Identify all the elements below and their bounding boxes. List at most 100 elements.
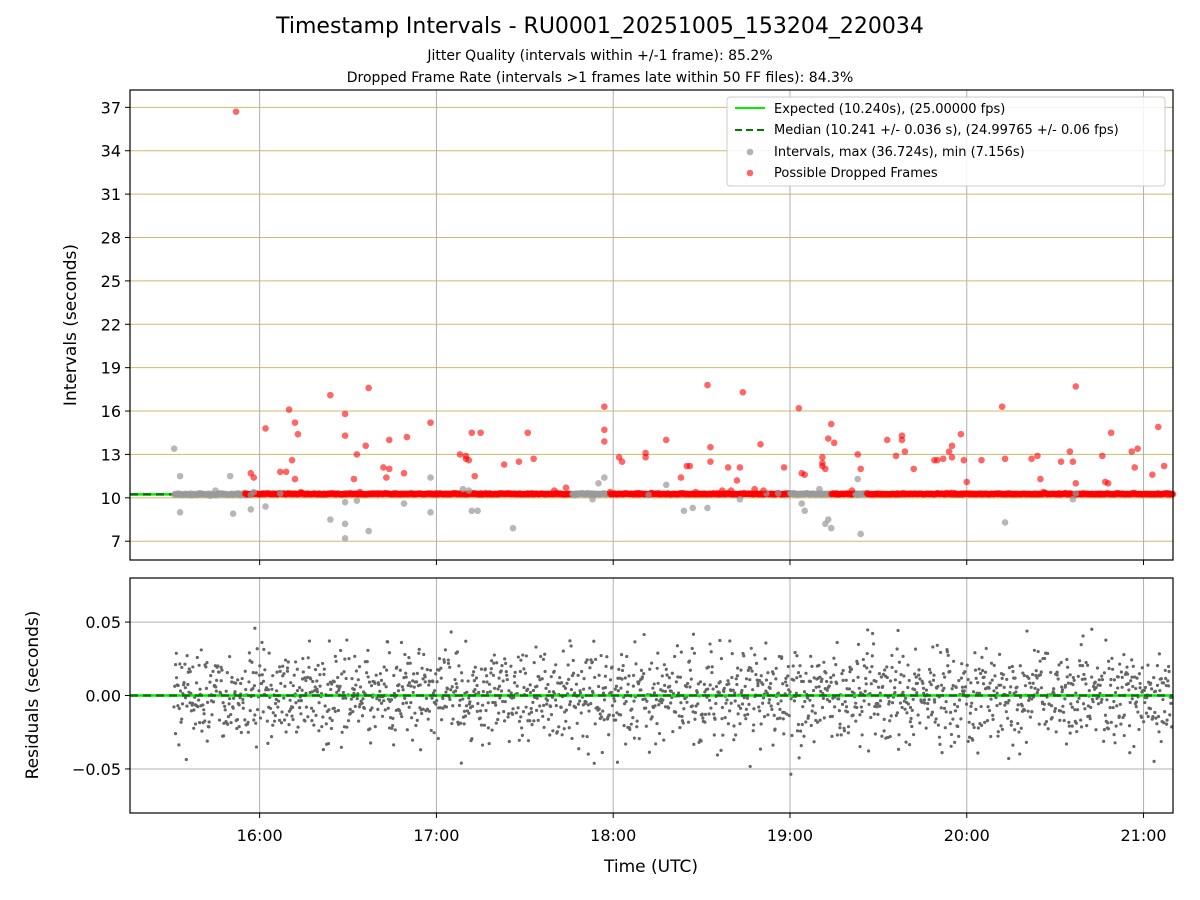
residual-point xyxy=(812,676,816,680)
interval-point xyxy=(176,508,184,516)
residual-point xyxy=(345,638,349,642)
dropped-frame-point xyxy=(848,487,856,494)
residual-point xyxy=(767,698,772,702)
residual-point xyxy=(1027,676,1031,680)
residual-point xyxy=(1112,678,1117,682)
residual-point xyxy=(1046,651,1050,656)
residual-point xyxy=(1057,663,1061,667)
residual-point xyxy=(565,681,569,685)
residual-point xyxy=(558,675,562,680)
residual-point xyxy=(1072,678,1076,683)
residual-point xyxy=(781,682,785,686)
residual-point xyxy=(528,683,532,687)
residual-point xyxy=(1070,724,1074,728)
residual-point xyxy=(549,704,553,709)
residual-point xyxy=(751,688,755,692)
residual-point xyxy=(949,744,953,748)
residual-point xyxy=(301,656,305,661)
residual-point xyxy=(597,684,601,689)
residual-point xyxy=(429,728,433,733)
residual-point xyxy=(372,715,376,719)
residual-point xyxy=(663,683,667,687)
residual-point xyxy=(626,682,630,686)
residual-point xyxy=(952,702,957,706)
residual-point xyxy=(597,707,601,711)
residual-point xyxy=(513,681,517,685)
residual-point xyxy=(1039,670,1043,674)
residual-point xyxy=(490,659,494,663)
residual-point xyxy=(283,684,287,688)
residual-point xyxy=(982,675,986,679)
residual-point xyxy=(1131,684,1135,689)
residual-point xyxy=(473,688,477,692)
residual-point xyxy=(744,717,748,721)
residual-point xyxy=(619,686,623,690)
residual-point xyxy=(1071,683,1075,687)
dropped-frame-point xyxy=(819,454,826,461)
dropped-frame-point xyxy=(1107,429,1115,437)
residual-point xyxy=(737,704,741,708)
residual-point xyxy=(234,681,238,685)
residual-point xyxy=(1065,675,1069,679)
residual-point xyxy=(999,683,1003,687)
residual-point xyxy=(1157,730,1161,734)
residual-point xyxy=(1011,669,1015,674)
residual-point xyxy=(580,669,584,674)
residual-point xyxy=(813,711,817,715)
residual-point xyxy=(885,675,889,680)
residual-point xyxy=(459,721,463,725)
residual-point xyxy=(818,718,822,722)
residual-point xyxy=(900,705,904,710)
residual-point xyxy=(1005,677,1009,682)
residual-point xyxy=(295,689,300,693)
residual-point xyxy=(345,725,349,729)
dropped-frame-point xyxy=(1057,458,1065,465)
residual-point xyxy=(855,662,860,666)
residual-point xyxy=(873,704,877,709)
residual-point xyxy=(521,710,526,714)
residual-point xyxy=(990,678,994,682)
residual-point xyxy=(1114,724,1118,728)
residual-point xyxy=(449,630,453,634)
residual-point xyxy=(875,705,879,709)
residual-point xyxy=(887,699,891,704)
residual-point xyxy=(992,689,996,693)
top-y-tick-label: 13 xyxy=(101,445,121,464)
residual-point xyxy=(1111,667,1115,671)
residual-point xyxy=(815,720,820,724)
dropped-frame-point xyxy=(383,474,390,481)
residual-point xyxy=(217,718,222,722)
residual-point xyxy=(897,733,901,737)
residual-point xyxy=(1097,678,1101,682)
residual-point xyxy=(519,715,523,719)
residual-point xyxy=(322,667,326,671)
residual-point xyxy=(889,714,893,718)
residual-point xyxy=(185,654,189,658)
residual-point xyxy=(410,716,414,720)
residual-point xyxy=(621,664,625,668)
residual-point xyxy=(260,673,264,677)
residual-point xyxy=(1028,681,1032,685)
residual-point xyxy=(365,660,369,664)
residual-point xyxy=(1125,672,1130,676)
residual-point xyxy=(881,684,885,689)
residual-point xyxy=(390,726,394,730)
residual-point xyxy=(915,691,919,695)
residual-point xyxy=(426,717,430,721)
residual-point xyxy=(918,721,922,725)
residual-point xyxy=(507,689,511,693)
residual-point xyxy=(276,699,281,703)
residual-point xyxy=(778,716,782,720)
residual-point xyxy=(310,719,314,723)
residual-point xyxy=(838,726,842,730)
residual-point xyxy=(953,740,957,744)
residual-point xyxy=(259,681,264,686)
residual-point xyxy=(694,704,698,708)
residual-point xyxy=(262,647,266,651)
residual-point xyxy=(859,691,863,695)
residual-point xyxy=(1140,666,1144,670)
residual-point xyxy=(911,732,916,737)
residual-point xyxy=(543,652,547,656)
residual-point xyxy=(294,730,299,734)
